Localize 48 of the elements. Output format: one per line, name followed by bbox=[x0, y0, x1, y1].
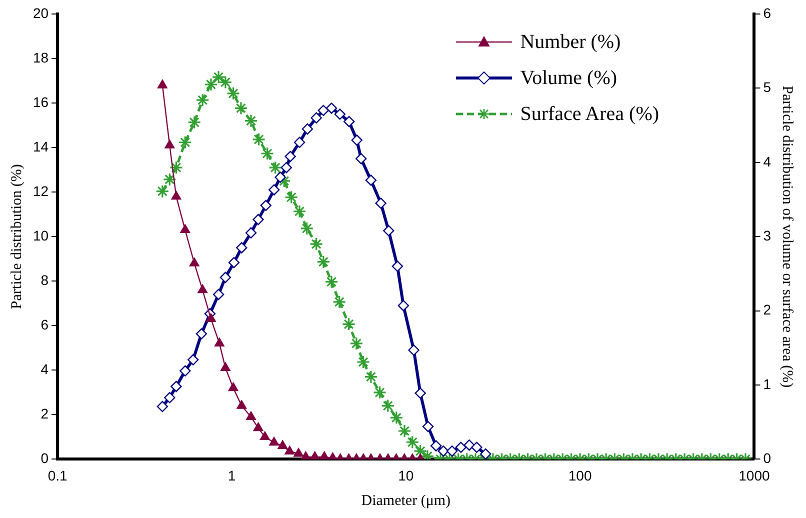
x-tick-label: 0.1 bbox=[48, 467, 68, 484]
point bbox=[319, 451, 330, 460]
point bbox=[294, 448, 304, 457]
y2-tick-label: 6 bbox=[763, 4, 772, 21]
x-tick-label: 1 bbox=[228, 467, 236, 484]
point bbox=[246, 411, 256, 420]
x-tick-label: 1000 bbox=[738, 467, 770, 484]
x-tick-label: 10 bbox=[398, 467, 414, 484]
y-tick-label: 12 bbox=[32, 182, 49, 199]
legend-label: Number (%) bbox=[520, 30, 621, 54]
point bbox=[300, 451, 311, 460]
y2-tick-label: 3 bbox=[763, 227, 772, 244]
point bbox=[220, 362, 230, 372]
y-tick-label: 18 bbox=[32, 49, 49, 66]
y-tick-label: 6 bbox=[40, 316, 49, 332]
point bbox=[236, 400, 247, 409]
y2-tick-label: 5 bbox=[763, 79, 772, 96]
y2-tick-label: 2 bbox=[763, 302, 772, 318]
y-tick-label: 14 bbox=[32, 138, 49, 154]
point bbox=[157, 80, 168, 88]
y-tick-label: 2 bbox=[40, 406, 49, 422]
y-axis-title: Particle distribution (%) bbox=[8, 164, 25, 310]
point bbox=[164, 140, 175, 148]
x-axis-title: Diameter (μm) bbox=[361, 492, 451, 509]
point bbox=[206, 313, 216, 322]
y-tick-label: 0 bbox=[40, 450, 49, 466]
point bbox=[228, 382, 238, 392]
point bbox=[198, 284, 208, 294]
y-tick-label: 8 bbox=[40, 272, 49, 288]
point bbox=[278, 440, 288, 449]
y2-tick-label: 0 bbox=[763, 450, 772, 466]
y-tick-label: 16 bbox=[32, 94, 49, 110]
y-tick-label: 10 bbox=[32, 227, 49, 244]
y2-tick-label: 4 bbox=[763, 153, 772, 170]
point bbox=[310, 451, 320, 460]
point bbox=[180, 224, 190, 234]
point bbox=[269, 436, 279, 446]
x-tick-label: 100 bbox=[568, 467, 592, 484]
point bbox=[171, 190, 182, 200]
legend-label: Surface Area (%) bbox=[520, 102, 660, 126]
y2-tick-label: 1 bbox=[763, 376, 772, 392]
point bbox=[189, 258, 200, 266]
legend-label: Volume (%) bbox=[520, 66, 618, 90]
point bbox=[253, 422, 264, 432]
point bbox=[284, 446, 295, 455]
y-tick-label: 4 bbox=[40, 361, 49, 378]
y2-axis-title: Particle distribution of volume or surface area (%) bbox=[779, 86, 796, 388]
y-tick-label: 20 bbox=[32, 4, 49, 21]
